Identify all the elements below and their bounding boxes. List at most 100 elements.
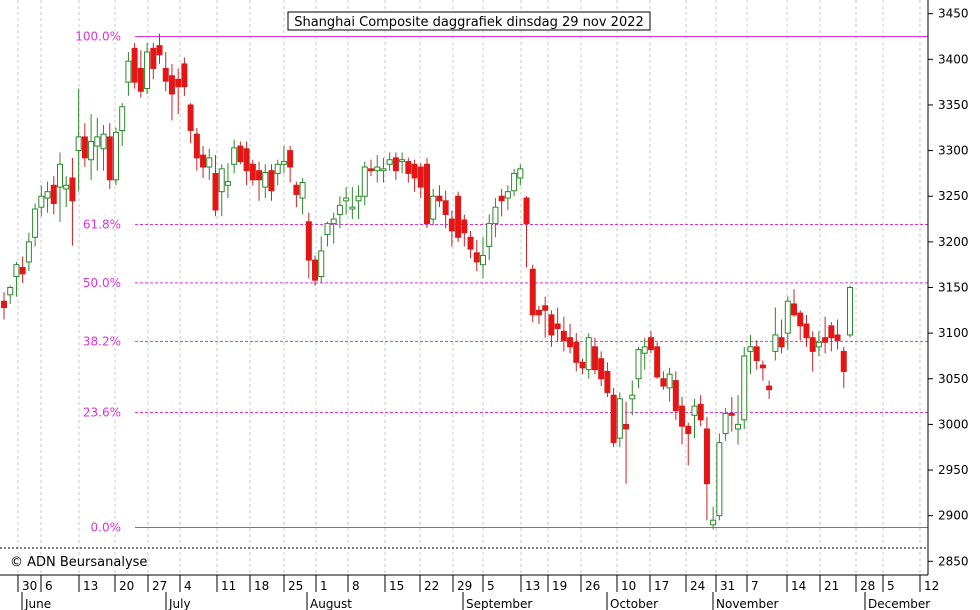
candle (560, 316, 567, 352)
candle (212, 155, 219, 217)
candle-body (672, 380, 679, 412)
candle-body (349, 206, 356, 210)
candle (654, 342, 661, 379)
y-tick-label: 3200 (938, 235, 969, 249)
candle (318, 236, 325, 283)
candle-body (448, 218, 455, 232)
candle-body (7, 287, 14, 296)
candle-body (753, 346, 760, 362)
candle-body (791, 303, 798, 316)
x-day-label: 26 (585, 579, 600, 593)
candle-body (635, 349, 642, 380)
candle (106, 123, 113, 189)
y-tick-label: 3050 (938, 372, 969, 386)
x-month-label: June (24, 597, 51, 610)
candle (672, 371, 679, 420)
candle-body (517, 168, 524, 179)
candle (430, 188, 437, 226)
candle (629, 380, 636, 416)
candle (392, 152, 399, 180)
candle-body (144, 51, 151, 90)
candle (710, 506, 717, 530)
x-day-label: 22 (424, 579, 439, 593)
candle-body (523, 197, 530, 225)
candle (641, 337, 648, 370)
y-tick-label: 3300 (938, 144, 969, 158)
candle (567, 324, 574, 354)
candle-body (567, 337, 574, 348)
candle-body (50, 184, 57, 205)
x-day-label: 24 (690, 579, 705, 593)
candle (461, 214, 468, 247)
candle-body (187, 104, 194, 132)
x-day-label: 4 (184, 579, 192, 593)
candle-body (268, 170, 275, 192)
candle (803, 314, 810, 347)
fib-label: 50.0% (83, 276, 121, 290)
x-month-label: December (868, 597, 930, 610)
candle (7, 285, 14, 304)
candle (374, 155, 381, 183)
x-day-label: 30 (22, 579, 37, 593)
candle-body (560, 330, 567, 341)
candle (424, 157, 430, 229)
candle-body (511, 172, 518, 192)
x-day-label: 18 (254, 579, 269, 593)
candle-body (716, 442, 723, 517)
candle (747, 334, 754, 375)
candle (112, 127, 119, 186)
fib-label: 0.0% (91, 521, 122, 535)
candle (405, 157, 412, 183)
candle (535, 305, 542, 325)
candle (150, 42, 157, 80)
candle (479, 237, 486, 279)
x-axis: 30 6 13 20 27 4 11 18 25 1 8 15 22 29 5 13 19 26 10 17 24 31 7… (0, 574, 939, 610)
candle (262, 164, 269, 199)
candle (548, 310, 555, 347)
x-month-label: November (716, 597, 778, 610)
candle-body (131, 47, 138, 83)
candle (162, 52, 169, 92)
candle (224, 163, 231, 199)
candle-body (206, 157, 213, 168)
candle-body (75, 136, 82, 152)
candle-body (181, 63, 188, 88)
candle (44, 181, 51, 213)
candle-body (691, 405, 698, 416)
candle-body (162, 67, 169, 82)
candle (156, 33, 163, 64)
candle (355, 185, 362, 220)
candle-body (324, 223, 331, 236)
candle-body (803, 323, 810, 339)
candle (591, 337, 598, 375)
title-box (287, 11, 651, 31)
candle-body (728, 412, 735, 416)
candle-body (623, 423, 630, 430)
candle (847, 285, 853, 338)
candle-body (554, 323, 561, 330)
candle (274, 159, 281, 186)
candle-body (747, 346, 754, 352)
candle-body (504, 191, 511, 199)
candle (722, 407, 729, 441)
grid (0, 0, 928, 575)
candle (759, 360, 766, 381)
candle-body (616, 398, 623, 439)
candle (206, 148, 213, 180)
y-tick-label: 3100 (938, 326, 969, 340)
candle (486, 214, 493, 261)
candle-body (32, 208, 39, 238)
candle-body (405, 161, 412, 174)
x-day-label: 5 (487, 579, 495, 593)
x-day-label: 21 (824, 579, 839, 593)
candle-body (231, 147, 238, 165)
candle (828, 322, 835, 352)
x-day-label: 12 (924, 579, 939, 593)
candle-body (63, 184, 70, 190)
y-tick-label: 3450 (938, 7, 969, 21)
candle (361, 161, 368, 206)
candle (305, 212, 312, 279)
x-day-label: 1 (320, 579, 328, 593)
y-tick-label: 2850 (938, 554, 969, 568)
